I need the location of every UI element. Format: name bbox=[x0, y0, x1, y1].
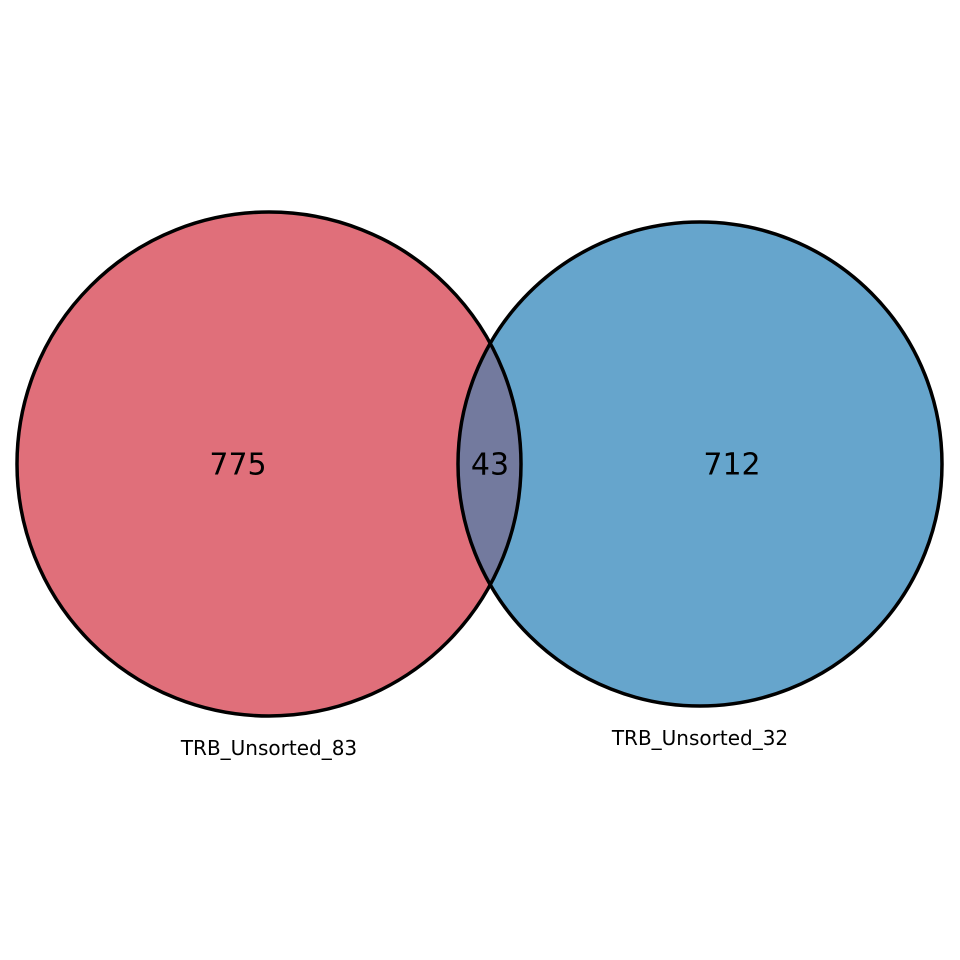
set-a-outline bbox=[15, 210, 523, 718]
set-a-label: TRB_Unsorted_83 bbox=[180, 736, 357, 760]
set-b-outline bbox=[456, 220, 944, 708]
set-a-only-count: 775 bbox=[209, 448, 266, 483]
set-a-region bbox=[17, 212, 521, 716]
set-b-label: TRB_Unsorted_32 bbox=[611, 726, 788, 750]
intersection-count: 43 bbox=[471, 448, 509, 483]
set-b-only-count: 712 bbox=[703, 448, 760, 483]
set-b-region bbox=[458, 222, 942, 706]
